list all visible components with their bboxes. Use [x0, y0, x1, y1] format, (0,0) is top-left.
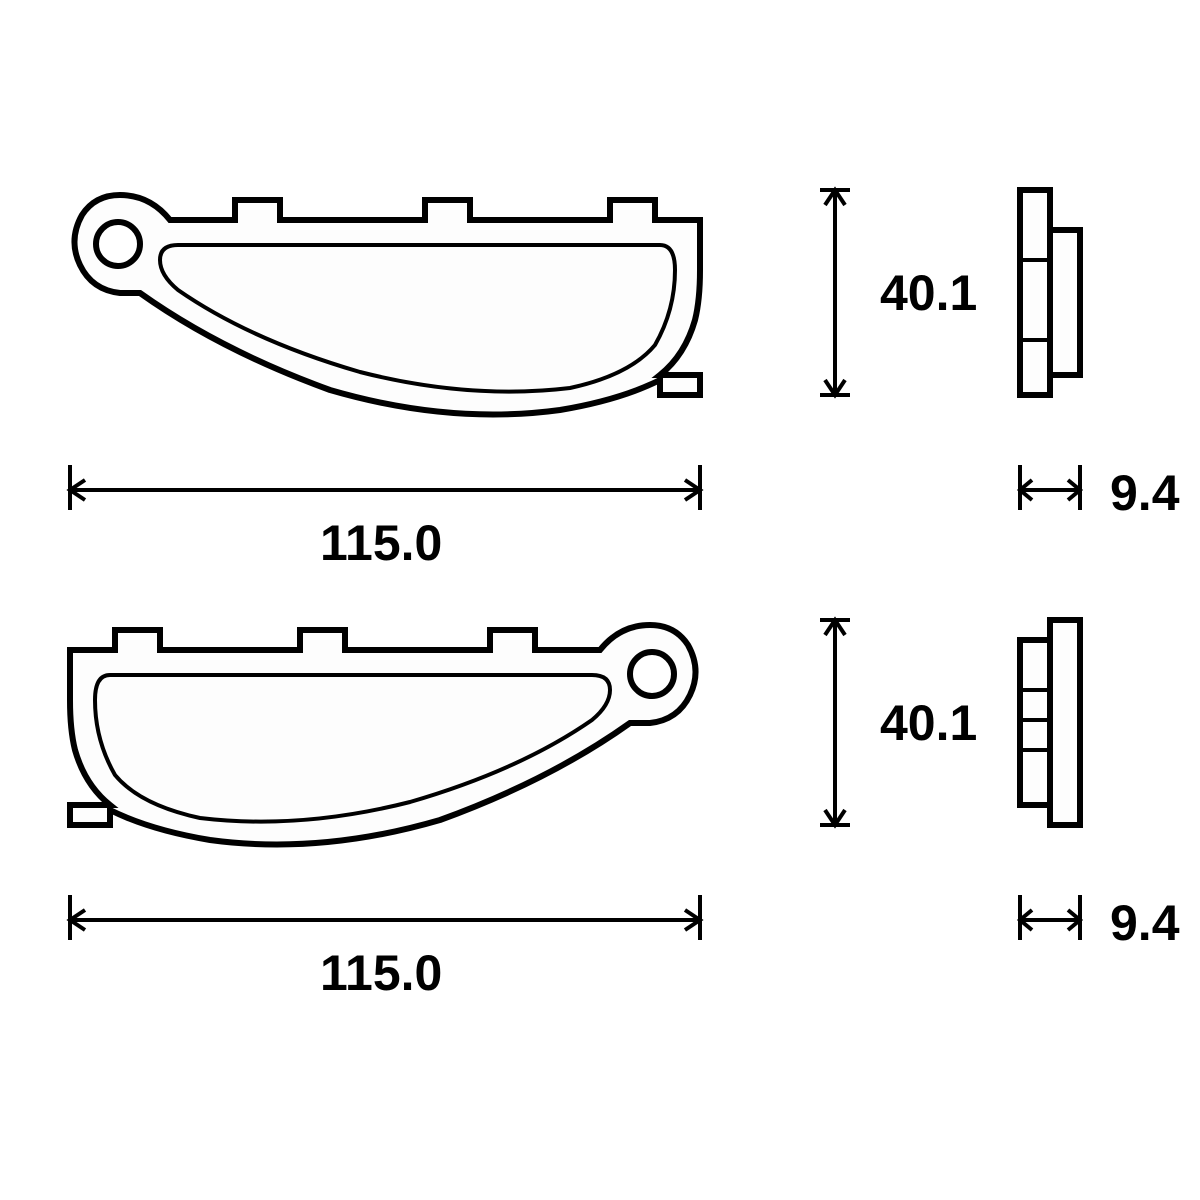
top-height-dimension — [820, 190, 850, 395]
top-pad-hole — [96, 222, 140, 266]
bottom-thickness-label: 9.4 — [1110, 895, 1180, 951]
bottom-width-label: 115.0 — [320, 945, 442, 1001]
top-pad-side — [1020, 190, 1080, 395]
top-height-label: 40.1 — [880, 265, 977, 321]
bottom-pad-outline — [70, 625, 696, 845]
top-width-label: 115.0 — [320, 515, 442, 571]
bottom-pad-side — [1020, 620, 1080, 825]
top-width-dimension — [70, 465, 700, 510]
top-pad-front — [74, 195, 700, 415]
top-thickness-dimension — [1020, 465, 1080, 510]
technical-drawing: 40.1 115.0 9.4 40.1 — [0, 0, 1200, 1200]
bottom-pad-front — [70, 625, 696, 845]
bottom-thickness-dimension — [1020, 895, 1080, 940]
bottom-height-dimension — [820, 620, 850, 825]
bottom-pad-hole — [630, 652, 674, 696]
top-thickness-label: 9.4 — [1110, 465, 1180, 521]
bottom-height-label: 40.1 — [880, 695, 977, 751]
top-pad-outline — [74, 195, 700, 415]
bottom-width-dimension — [70, 895, 700, 940]
